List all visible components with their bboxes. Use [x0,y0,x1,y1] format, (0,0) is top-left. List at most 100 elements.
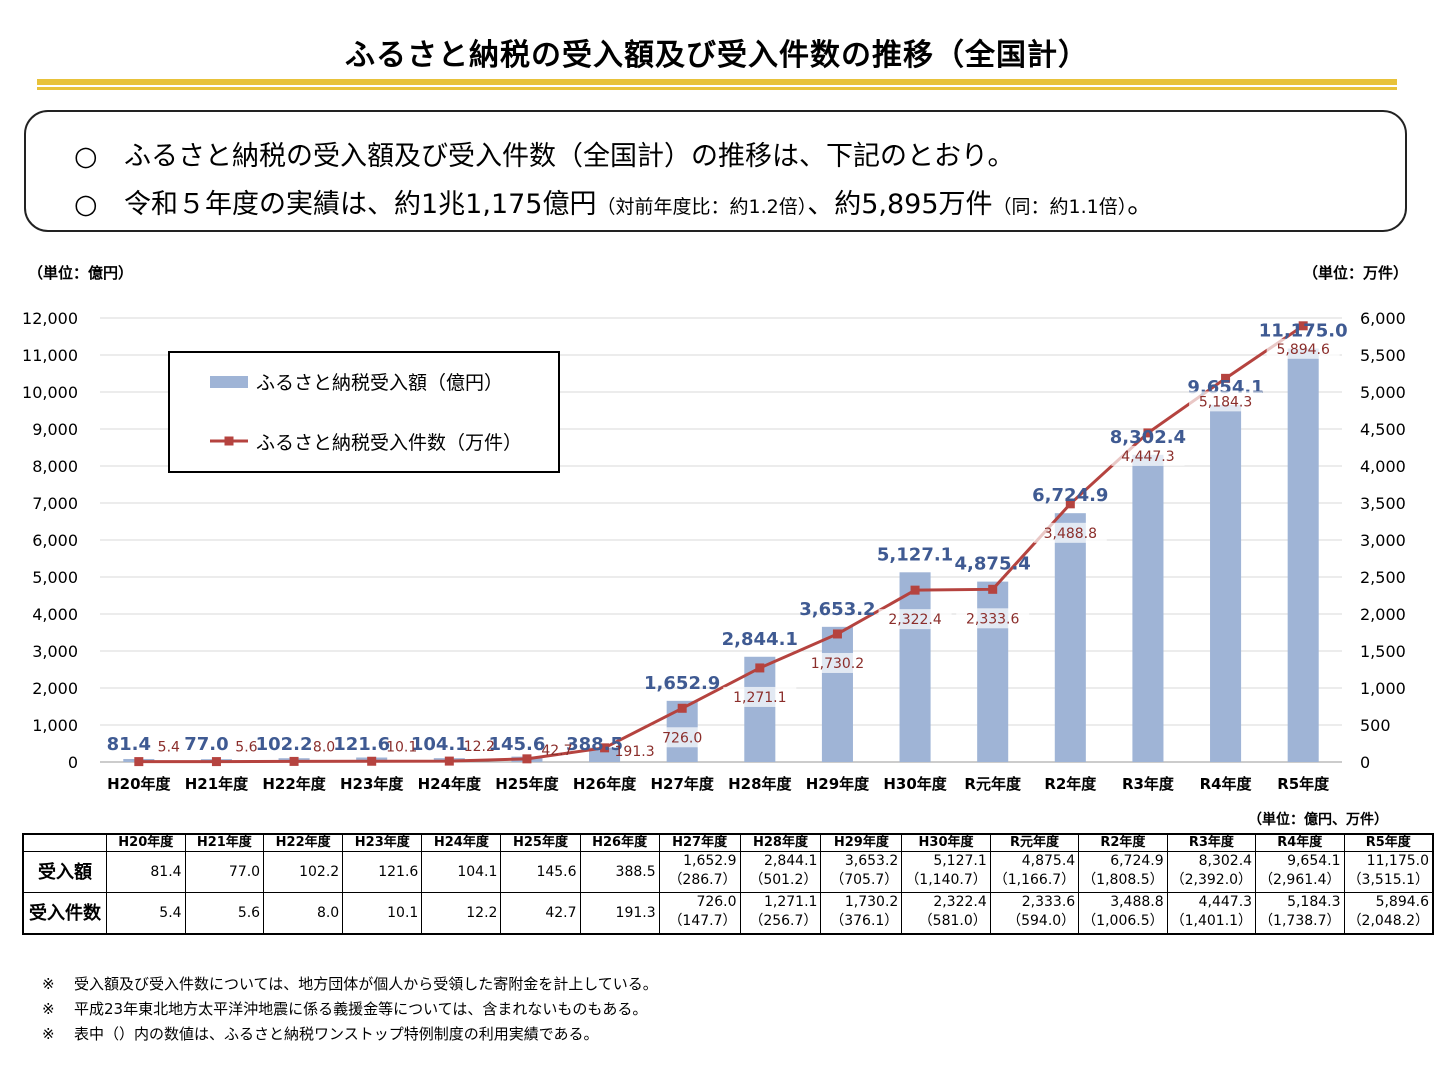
line-point [211,757,221,767]
table-cell: 191.3 [579,892,660,935]
bar [1210,404,1242,762]
right-tick-label: 1,000 [1360,679,1406,698]
left-tick-label: 3,000 [32,642,78,661]
bar-data-label: 102.2 [256,734,313,755]
right-tick-label: 5,500 [1360,346,1406,365]
line-label-bg [1266,338,1340,359]
line-data-label: 1,271.1 [733,690,786,706]
x-tick-label: H20年度 [107,775,171,793]
line-label-bg [956,608,1030,629]
summary-text-2c: 、約5,895万件 [807,189,993,220]
x-tick-label: H29年度 [806,775,870,793]
table-cell: 81.4 [106,851,186,893]
table-cell: 6,724.9 （1,808.5） [1078,851,1168,893]
table-cell-value: 81.4 [150,863,182,880]
summary-line-2: ○ 令和５年度の実績は、約1兆1,175億円（対前年度比：約1.2倍）、約5,89… [74,182,1154,221]
table-cell: 3,488.8 （1,006.5） [1078,892,1168,935]
line-point [1065,499,1075,509]
bar [899,572,931,762]
table-cell: 5,184.3 （1,738.7） [1255,892,1345,935]
line-label-bg [654,727,710,748]
legend-line-marker [224,436,234,446]
combo-chart: （単位：億円） （単位：万件） 0 0 1,000 500 2,000 1,000 3,000 1… [22,264,1408,793]
table-cell: 1,271.1 （256.7） [739,892,822,935]
line-data-label: 2,322.4 [888,612,942,628]
table-cell-onestop: （1,401.1） [1170,913,1253,929]
line-point [1221,373,1231,383]
table-cell: 2,333.6 （594.0） [989,892,1080,935]
line-point [988,584,998,594]
table-header-cell: R元年度 [989,833,1080,852]
table-cell-value: 2,844.1 [763,853,818,869]
table-cell-value: 5.4 [159,904,182,921]
note-mark-icon: ※ [42,1025,55,1043]
table-cell-value: 4,875.4 [1021,853,1076,869]
left-tick-label: 9,000 [32,420,78,439]
line-data-label: 5.6 [235,740,257,756]
left-tick-label: 12,000 [22,309,78,328]
right-tick-label: 5,000 [1360,383,1406,402]
title-rule-thin [37,87,1397,90]
bar-data-label: 2,844.1 [722,629,798,650]
table-cell-onestop: （501.2） [749,872,818,888]
summary-text-1: ふるさと納税の受入額及び受入件数（全国計）の推移は、下記のとおり。 [124,141,1015,172]
table-cell: 145.6 [500,851,581,893]
table-header-cell: H22年度 [263,833,344,852]
x-tick-label: H28年度 [728,775,792,793]
footnote: ※ 受入額及び受入件数については、地方団体が個人から受領した寄附金を計上している。 [42,972,658,997]
bar-data-label: 6,724.9 [1032,485,1108,506]
table-header-cell: H23年度 [342,833,423,852]
table-cell-onestop: （1,808.5） [1082,872,1164,888]
table-cell-value: 10.1 [387,904,419,921]
note-mark-icon: ※ [42,1000,55,1018]
table-cell: 10.1 [342,892,423,935]
table-cell-onestop: （1,166.7） [993,872,1076,888]
table-cell: 2,844.1 （501.2） [739,851,822,893]
bar-data-label: 121.6 [333,734,390,755]
title-rule [37,79,1397,85]
table-cell-value: 4,447.3 [1198,894,1253,910]
line-point [289,756,299,766]
bar [821,626,853,762]
line-point [600,743,610,753]
table-cell: 102.2 [263,851,344,893]
table-cell: 388.5 [579,851,660,893]
x-tick-label: H21年度 [185,775,249,793]
line-data-label: 191.3 [615,744,655,760]
left-tick-label: 7,000 [32,494,78,513]
bar [1132,454,1164,762]
bar-data-label: 4,875.4 [955,554,1031,575]
table-header-cell: H26年度 [579,833,660,852]
x-tick-label: R5年度 [1277,775,1330,793]
table-cell: 8,302.4 （2,392.0） [1166,851,1257,893]
table-cell-value: 121.6 [378,863,419,880]
line-point [1143,428,1153,438]
table-cell-onestop: （286.7） [668,872,737,888]
summary-ratio-amount: （対前年度比：約1.2倍） [596,196,808,218]
table-cell-value: 42.7 [545,904,577,921]
table-header-cell: R4年度 [1255,833,1345,852]
table-header-cell: H25年度 [500,833,581,852]
bar [1054,513,1086,762]
table-cell-onestop: （1,006.5） [1082,913,1164,929]
table-row-label: 受入件数 [22,892,108,935]
summary-text-2e: 。 [1127,189,1155,220]
footnote-text: 平成23年東北地方太平洋沖地震に係る義援金等については、含まれないものもある。 [74,1000,648,1018]
line-point [522,754,532,764]
table-cell-onestop: （2,392.0） [1170,872,1253,888]
table-cell-value: 2,322.4 [933,894,987,910]
table-cell: 42.7 [500,892,581,935]
line-data-label: 8.0 [313,739,335,755]
table-cell: 11,175.0 （3,515.1） [1343,851,1434,893]
line-data-label: 2,333.6 [966,611,1020,627]
table-cell-value: 3,653.2 [844,853,899,869]
table-row: 受入額 81.4 77.0 102.2 121.6 104.1 145.6 388.5 1,65… [22,851,1434,893]
x-tick-label: R3年度 [1122,775,1175,793]
table-cell-value: 1,652.9 [683,853,737,869]
table-cell-value: 1,271.1 [763,894,818,910]
table-cell-onestop: （581.0） [918,913,987,929]
bar-data-label: 5,127.1 [877,544,953,565]
table-cell-onestop: （147.7） [668,913,737,929]
table-cell-onestop: （594.0） [1007,913,1076,929]
table-cell-value: 5,894.6 [1375,894,1429,910]
